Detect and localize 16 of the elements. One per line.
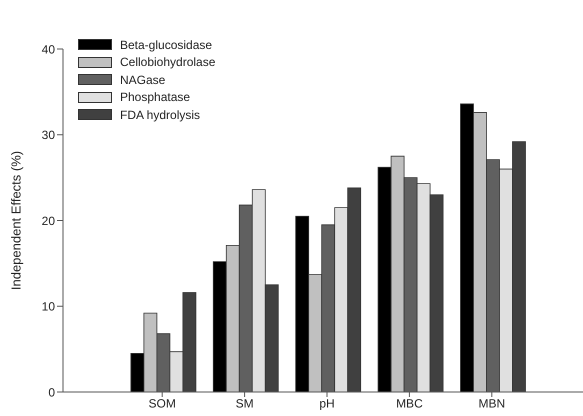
legend-label: Cellobiohydrolase <box>120 55 216 70</box>
x-tick-label: SM <box>236 396 254 411</box>
x-tick-label: pH <box>319 396 335 411</box>
y-tick-label: 10 <box>42 300 56 314</box>
y-tick-label: 30 <box>42 128 56 142</box>
legend-label: Phosphatase <box>120 90 190 104</box>
y-tick-label: 40 <box>42 42 56 56</box>
x-tick-label: SOM <box>148 396 176 411</box>
y-axis-title: Independent Effects (%) <box>8 150 24 290</box>
legend-label: FDA hydrolysis <box>120 108 200 122</box>
x-tick-label: MBC <box>396 396 424 411</box>
legend-label: NAGase <box>120 72 166 87</box>
x-tick-label: MBN <box>478 396 506 411</box>
y-tick-label: 20 <box>42 214 56 228</box>
y-tick-label: 0 <box>48 385 56 400</box>
legend-label: Beta-glucosidase <box>120 38 212 52</box>
